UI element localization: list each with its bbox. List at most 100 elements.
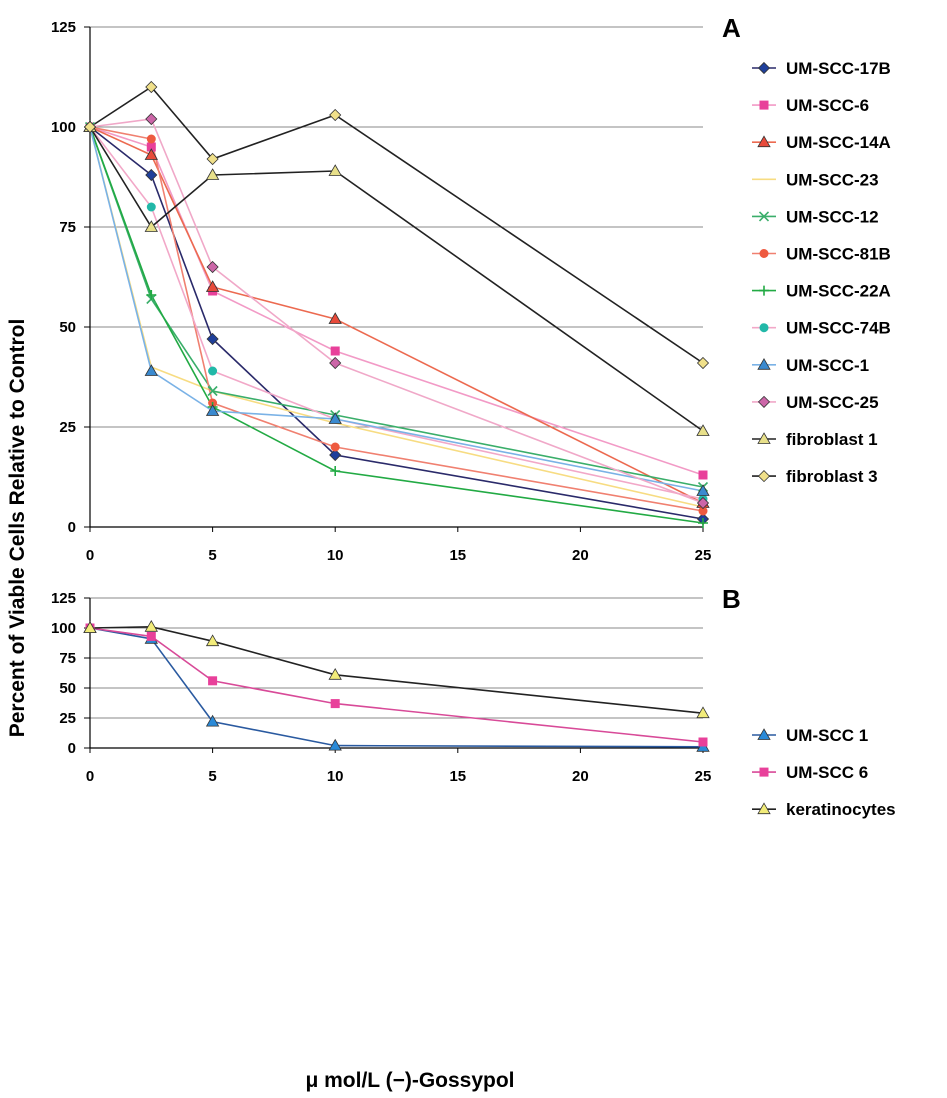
x-axis-title: μ mol/L (−)-Gossypol bbox=[305, 1069, 514, 1092]
panel-a-legend-label-um-scc-74b: UM-SCC-74B bbox=[786, 319, 891, 338]
panel-a-y-tick-label-100: 100 bbox=[51, 119, 76, 136]
panel-b-y-tick-label-25: 25 bbox=[59, 710, 76, 727]
panel-a-point-fibroblast-3-3 bbox=[329, 108, 342, 122]
panel-a-y-tick-label-50: 50 bbox=[59, 319, 76, 336]
panel-a-point-um-scc-6-3 bbox=[330, 346, 340, 356]
panel-a-point-um-scc-81b-3 bbox=[330, 442, 340, 452]
panel-a-point-fibroblast-3-1 bbox=[145, 80, 158, 94]
panel-a-legend-label-um-scc-23: UM-SCC-23 bbox=[786, 170, 879, 189]
panel-a-point-um-scc-14a-3 bbox=[328, 312, 342, 324]
panel-b-x-tick-label-10: 10 bbox=[327, 768, 344, 785]
panel-a-series-line-fibroblast-1 bbox=[89, 126, 704, 432]
panel-a-legend-marker-um-scc-81b bbox=[759, 249, 769, 258]
panel-a-point-um-scc-12-2 bbox=[207, 385, 218, 397]
panel-a-legend-marker-um-scc-14a bbox=[757, 135, 771, 148]
panel-a-point-um-scc-1-4 bbox=[696, 484, 710, 496]
panel-a-legend-label-um-scc-12: UM-SCC-12 bbox=[786, 207, 879, 226]
panel-a-point-um-scc-6-1 bbox=[146, 142, 156, 152]
panel-b-legend-label-keratinocytes: keratinocytes bbox=[786, 800, 896, 819]
panel-a-series-line-um-scc-25 bbox=[89, 118, 704, 504]
panel-a-y-tick-label-75: 75 bbox=[59, 219, 76, 236]
panel-a-legend-marker-um-scc-74b bbox=[759, 323, 769, 333]
panel-b-legend-label-um-scc-1: UM-SCC 1 bbox=[786, 726, 868, 745]
panel-a-chart: 0 25 50 75 100 125 0 5 10 15 20 25 A UM-SCC-17B UM-SCC… bbox=[51, 13, 891, 564]
panel-b-point-um-scc-6-2 bbox=[208, 676, 218, 686]
panel-a-point-fibroblast-1-1 bbox=[144, 220, 158, 232]
panel-a-point-um-scc-14a-2 bbox=[205, 280, 220, 292]
panel-a-point-um-scc-17b-3 bbox=[329, 448, 342, 462]
panel-b-y-tick-label-75: 75 bbox=[59, 650, 76, 667]
panel-a-legend-marker-um-scc-1 bbox=[757, 357, 771, 370]
panel-b-point-um-scc-6-4 bbox=[698, 737, 708, 747]
panel-a-point-um-scc-25-4 bbox=[696, 496, 710, 510]
panel-b-x-tick-label-25: 25 bbox=[695, 768, 712, 785]
panel-b-x-tick-label-20: 20 bbox=[572, 768, 589, 785]
panel-a-point-um-scc-74b-2 bbox=[208, 366, 218, 376]
panel-a-point-um-scc-74b-1 bbox=[146, 202, 156, 212]
panel-b-y-tick-label-100: 100 bbox=[51, 620, 76, 637]
panel-a-x-tick-label-10: 10 bbox=[327, 547, 344, 564]
panel-a-point-um-scc-1-2 bbox=[205, 404, 220, 416]
panel-b-series-line-keratinocytes bbox=[89, 625, 704, 714]
panel-b-x-tick-label-0: 0 bbox=[86, 768, 94, 785]
panel-a-legend-marker-fibroblast-3 bbox=[757, 470, 771, 483]
panel-b-point-keratinocytes-0 bbox=[83, 621, 97, 633]
panel-a-label: A bbox=[722, 13, 741, 43]
panel-a-legend-marker-um-scc-6 bbox=[759, 100, 769, 110]
panel-b-legend-marker-keratinocytes bbox=[757, 802, 771, 815]
panel-b-y-tick-label-50: 50 bbox=[59, 680, 76, 697]
panel-a-x-tick-label-5: 5 bbox=[208, 547, 216, 564]
panel-a-x-tick-label-0: 0 bbox=[86, 547, 94, 564]
panel-a-point-um-scc-6-4 bbox=[698, 470, 708, 480]
panel-a-point-um-scc-1-1 bbox=[144, 364, 158, 376]
panel-a-point-fibroblast-3-2 bbox=[206, 152, 219, 166]
panel-b-point-keratinocytes-1 bbox=[144, 619, 158, 632]
panel-b-chart: 0 25 50 75 100 125 0 5 10 15 20 25 B UM-SCC 1 UM-SCC 6… bbox=[51, 584, 896, 819]
panel-a-point-um-scc-22a-4 bbox=[698, 518, 708, 528]
panel-a-point-fibroblast-1-4 bbox=[696, 424, 710, 436]
y-axis-title: Percent of Viable Cells Relative to Cont… bbox=[6, 319, 29, 738]
panel-a-point-um-scc-14a-1 bbox=[144, 148, 158, 160]
panel-a-x-tick-label-25: 25 bbox=[695, 547, 712, 564]
panel-a-point-um-scc-81b-4 bbox=[698, 506, 708, 516]
panel-a-point-um-scc-25-1 bbox=[145, 112, 158, 126]
panel-b-legend-label-um-scc-6: UM-SCC 6 bbox=[786, 763, 868, 782]
panel-a-legend-label-um-scc-6: UM-SCC-6 bbox=[786, 96, 869, 115]
panel-a-legend-marker-um-scc-25 bbox=[757, 395, 771, 408]
panel-a-point-um-scc-22a-3 bbox=[330, 466, 341, 476]
panel-a-point-um-scc-25-2 bbox=[206, 260, 219, 274]
panel-a-x-tick-label-15: 15 bbox=[449, 547, 466, 564]
panel-a-legend-marker-um-scc-12 bbox=[758, 211, 770, 222]
panel-a-legend-label-fibroblast-3: fibroblast 3 bbox=[786, 467, 878, 486]
panel-a-point-fibroblast-1-2 bbox=[205, 168, 220, 180]
panel-b-point-um-scc-6-3 bbox=[330, 699, 340, 709]
panel-a-y-tick-label-125: 125 bbox=[51, 19, 76, 36]
panel-a-legend-label-um-scc-14a: UM-SCC-14A bbox=[786, 133, 891, 152]
panel-a-legend-label-um-scc-17b: UM-SCC-17B bbox=[786, 59, 891, 78]
panel-a-series-line-um-scc-81b bbox=[89, 126, 704, 512]
panel-a-point-um-scc-17b-1 bbox=[145, 168, 158, 182]
panel-a-series-line-um-scc-23 bbox=[89, 126, 704, 508]
panel-a-series-line-fibroblast-3 bbox=[89, 85, 704, 364]
panel-b-label: B bbox=[722, 584, 741, 614]
panel-a-legend-label-um-scc-25: UM-SCC-25 bbox=[786, 393, 879, 412]
panel-b-series-line-um-scc-1 bbox=[89, 627, 704, 748]
panel-a-point-fibroblast-1-3 bbox=[328, 164, 342, 176]
panel-b-point-um-scc-6-1 bbox=[146, 631, 156, 641]
panel-a-point-um-scc-81b-1 bbox=[146, 134, 156, 144]
panel-b-point-keratinocytes-2 bbox=[205, 634, 220, 647]
panel-b-y-tick-label-0: 0 bbox=[68, 740, 76, 757]
panel-b-point-um-scc-1-2 bbox=[205, 714, 220, 727]
panel-a-legend-label-fibroblast-1: fibroblast 1 bbox=[786, 430, 878, 449]
panel-a-point-um-scc-17b-2 bbox=[206, 332, 219, 346]
panel-a-legend-marker-um-scc-22a bbox=[759, 285, 769, 296]
panel-a-series-line-um-scc-22a bbox=[89, 126, 704, 524]
panel-a-legend-label-um-scc-1: UM-SCC-1 bbox=[786, 356, 869, 375]
panel-a-legend-label-um-scc-81b: UM-SCC-81B bbox=[786, 245, 891, 264]
panel-b-point-um-scc-1-3 bbox=[328, 738, 342, 751]
panel-a-legend-marker-um-scc-17b bbox=[757, 61, 771, 75]
panel-b-x-tick-label-5: 5 bbox=[208, 768, 216, 785]
panel-a-legend-marker-fibroblast-1 bbox=[757, 432, 771, 444]
panel-a-legend-label-um-scc-22a: UM-SCC-22A bbox=[786, 282, 891, 301]
